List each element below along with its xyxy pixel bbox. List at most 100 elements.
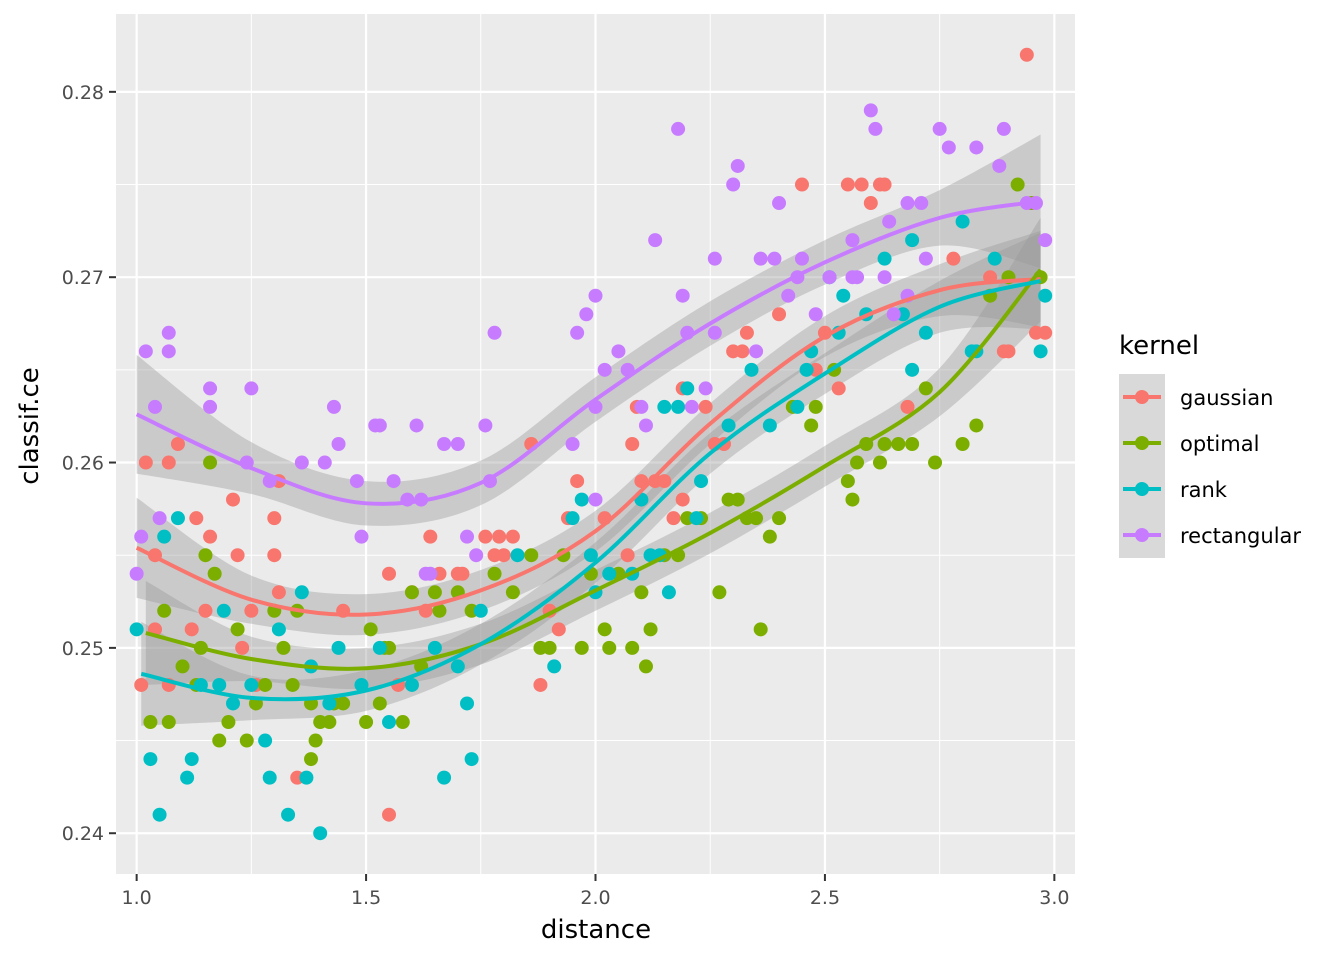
data-point-rectangular — [808, 307, 823, 322]
data-point-optimal — [505, 585, 520, 600]
data-point-gaussian — [840, 177, 855, 192]
data-point-gaussian — [382, 807, 397, 822]
data-point-gaussian — [455, 566, 470, 581]
data-point-gaussian — [666, 511, 681, 526]
data-point-rectangular — [882, 214, 897, 229]
data-point-rank — [721, 418, 736, 433]
data-point-rectangular — [767, 251, 782, 266]
data-point-rectangular — [822, 270, 837, 285]
legend-key-point-optimal — [1135, 436, 1149, 450]
data-point-rectangular — [372, 418, 387, 433]
data-point-rank — [689, 511, 704, 526]
data-point-gaussian — [794, 177, 809, 192]
data-point-gaussian — [382, 566, 397, 581]
data-point-optimal — [524, 548, 539, 563]
data-point-rectangular — [969, 140, 984, 155]
data-point-rank — [657, 399, 672, 414]
data-point-optimal — [574, 640, 589, 655]
data-point-optimal — [1010, 177, 1025, 192]
data-point-optimal — [143, 715, 158, 730]
data-point-rank — [547, 659, 562, 674]
y-tick-label: 0.24 — [62, 823, 104, 845]
data-point-rectangular — [437, 437, 452, 451]
data-point-rectangular — [487, 325, 502, 340]
data-point-optimal — [638, 659, 653, 674]
data-point-rank — [212, 677, 227, 692]
data-point-rectangular — [349, 474, 364, 489]
data-point-rank — [404, 677, 419, 692]
data-point-gaussian — [1038, 325, 1053, 340]
data-point-gaussian — [675, 492, 690, 507]
data-point-rectangular — [730, 158, 745, 173]
data-point-rectangular — [941, 140, 956, 155]
data-point-rank — [671, 399, 686, 414]
data-point-rectangular — [877, 270, 892, 285]
data-point-rectangular — [138, 344, 153, 359]
data-point-gaussian — [189, 511, 204, 526]
data-point-rectangular — [794, 251, 809, 266]
data-point-rank — [129, 622, 144, 637]
data-point-rectangular — [161, 325, 176, 340]
data-point-rectangular — [781, 288, 796, 303]
data-point-rank — [905, 362, 920, 377]
data-point-rank — [799, 362, 814, 377]
data-point-optimal — [175, 659, 190, 674]
data-point-gaussian — [267, 548, 282, 563]
data-point-gaussian — [739, 325, 754, 340]
data-point-optimal — [258, 677, 273, 692]
data-point-rectangular — [152, 511, 167, 526]
data-point-optimal — [634, 585, 649, 600]
data-point-gaussian — [184, 622, 199, 637]
data-point-optimal — [602, 640, 617, 655]
data-point-rectangular — [354, 529, 369, 544]
data-point-rectangular — [460, 529, 475, 544]
data-point-gaussian — [877, 177, 892, 192]
data-point-rectangular — [726, 177, 741, 192]
data-point-rectangular — [565, 437, 580, 451]
data-point-rectangular — [684, 399, 699, 414]
data-point-rectangular — [1038, 233, 1053, 248]
confidence-band-rank — [141, 232, 1041, 726]
data-point-optimal — [207, 566, 222, 581]
data-point-rectangular — [634, 399, 649, 414]
data-point-gaussian — [620, 548, 635, 563]
data-point-gaussian — [863, 196, 878, 211]
data-point-gaussian — [496, 548, 511, 563]
data-point-rank — [744, 362, 759, 377]
data-point-optimal — [542, 640, 557, 655]
legend-label-gaussian: gaussian — [1180, 386, 1273, 410]
data-point-gaussian — [271, 585, 286, 600]
data-point-gaussian — [505, 529, 520, 544]
data-point-rectangular — [409, 418, 424, 433]
data-point-optimal — [487, 566, 502, 581]
y-tick-label: 0.26 — [62, 453, 104, 475]
data-point-gaussian — [831, 381, 846, 396]
data-point-optimal — [276, 640, 291, 655]
data-point-gaussian — [551, 622, 566, 637]
data-point-gaussian — [170, 437, 185, 451]
data-point-optimal — [322, 715, 337, 730]
data-point-gaussian — [1001, 344, 1016, 359]
data-point-rectangular — [294, 455, 309, 470]
data-point-rank — [322, 696, 337, 711]
data-point-gaussian — [267, 511, 282, 526]
data-point-rectangular — [478, 418, 493, 433]
fit-lines-layer — [135, 199, 1043, 702]
data-point-optimal — [161, 715, 176, 730]
data-point-optimal — [955, 437, 970, 451]
data-point-rectangular — [914, 196, 929, 211]
data-point-gaussian — [235, 640, 250, 655]
data-point-optimal — [372, 696, 387, 711]
data-point-rank — [762, 418, 777, 433]
data-point-rectangular — [597, 362, 612, 377]
data-point-gaussian — [1019, 47, 1034, 62]
data-point-rectangular — [707, 251, 722, 266]
legend-label-rank: rank — [1180, 478, 1228, 502]
data-point-optimal — [308, 733, 323, 748]
data-point-rectangular — [638, 418, 653, 433]
x-tick-label: 2.5 — [810, 887, 840, 909]
data-point-gaussian — [946, 251, 961, 266]
data-point-rank — [1038, 288, 1053, 303]
data-point-rank — [464, 752, 479, 767]
